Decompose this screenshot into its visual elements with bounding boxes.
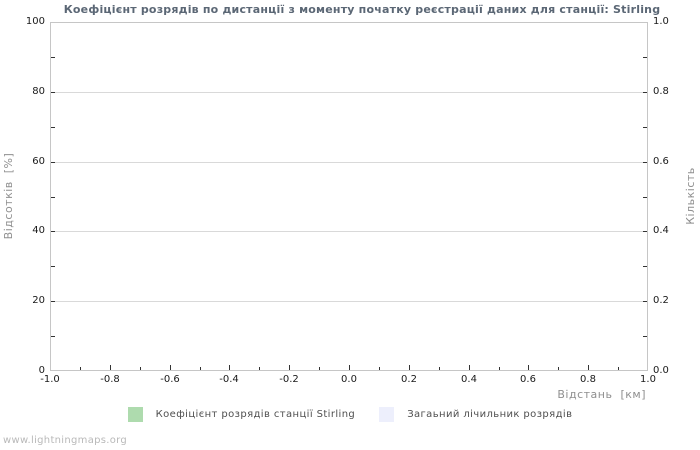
x-tick-mark [170, 365, 171, 370]
x-tick-mark [588, 365, 589, 370]
x-tick-label: -1.0 [40, 374, 60, 385]
y-tick-mark-right [643, 92, 647, 93]
legend-label-station-coefficient: Коефіцієнт розрядів станції Stirling [155, 409, 356, 420]
x-tick-mark [409, 365, 410, 370]
y-tick-mark-right [643, 301, 647, 302]
y-tick-mark-right [643, 57, 647, 58]
gridline [51, 231, 647, 232]
x-tick-label: 0.4 [461, 374, 477, 385]
y-axis-label-left: Відсотків [%] [2, 152, 15, 240]
x-tick-mark [618, 367, 619, 370]
x-tick-label: -0.2 [279, 374, 299, 385]
y-tick-mark-right [643, 162, 647, 163]
y-tick-mark-left [51, 266, 55, 267]
x-tick-mark [499, 367, 500, 370]
y-tick-label-left: 100 [25, 16, 45, 27]
y-tick-mark-right [643, 266, 647, 267]
legend-item-total-counter: Загаьний лічильник розрядів [379, 407, 572, 422]
x-tick-mark [558, 367, 559, 370]
legend: Коефіцієнт розрядів станції Stirling Заг… [0, 407, 700, 422]
y-tick-label-right: 1.0 [653, 16, 669, 27]
x-tick-mark [80, 367, 81, 370]
x-tick-mark [439, 367, 440, 370]
x-axis-label: Відстань [км] [557, 388, 646, 401]
x-tick-label: -0.8 [100, 374, 120, 385]
watermark: www.lightningmaps.org [3, 435, 128, 446]
y-tick-label-left: 20 [32, 295, 45, 306]
x-tick-mark [349, 365, 350, 370]
legend-item-station-coefficient: Коефіцієнт розрядів станції Stirling [127, 407, 356, 422]
legend-label-total-counter: Загаьний лічильник розрядів [407, 409, 573, 420]
x-tick-mark [319, 367, 320, 370]
x-tick-mark [200, 367, 201, 370]
legend-swatch-station-coefficient [127, 407, 143, 422]
y-tick-mark-left [51, 231, 55, 232]
x-tick-label: 0.2 [401, 374, 417, 385]
y-tick-mark-left [51, 127, 55, 128]
y-tick-mark-right [643, 127, 647, 128]
chart-title: Коефіцієнт розрядів по дистанції з момен… [63, 3, 661, 16]
y-tick-mark-left [51, 162, 55, 163]
y-tick-mark-left [51, 57, 55, 58]
x-tick-mark [259, 367, 260, 370]
y-tick-label-right: 0.0 [653, 365, 669, 376]
x-tick-mark [528, 365, 529, 370]
y-tick-label-left: 60 [32, 156, 45, 167]
y-tick-mark-right [643, 336, 647, 337]
y-tick-mark-left [51, 301, 55, 302]
x-tick-mark [289, 365, 290, 370]
x-tick-mark [229, 365, 230, 370]
x-tick-label: 0.0 [341, 374, 357, 385]
gridline [51, 92, 647, 93]
y-tick-mark-left [51, 336, 55, 337]
y-axis-label-right: Кількість [684, 167, 697, 225]
x-tick-mark [379, 367, 380, 370]
y-tick-label-right: 0.8 [653, 86, 669, 97]
x-tick-label: -0.4 [219, 374, 239, 385]
y-tick-label-left: 80 [32, 86, 45, 97]
y-tick-label-left: 0 [38, 365, 45, 376]
x-tick-label: 1.0 [640, 374, 656, 385]
y-tick-mark-left [51, 92, 55, 93]
y-tick-label-right: 0.2 [653, 295, 669, 306]
x-tick-label: 0.8 [580, 374, 596, 385]
y-tick-mark-right [643, 197, 647, 198]
plot-area [50, 22, 648, 371]
y-tick-label-right: 0.4 [653, 225, 669, 236]
legend-swatch-total-counter [379, 407, 395, 422]
y-tick-label-left: 40 [32, 225, 45, 236]
x-tick-mark [469, 365, 470, 370]
x-tick-label: -0.6 [160, 374, 180, 385]
x-tick-mark [140, 367, 141, 370]
gridline [51, 301, 647, 302]
gridline [51, 162, 647, 163]
x-tick-mark [110, 365, 111, 370]
y-tick-label-right: 0.6 [653, 156, 669, 167]
y-tick-mark-left [51, 197, 55, 198]
x-tick-label: 0.6 [520, 374, 536, 385]
y-tick-mark-right [643, 231, 647, 232]
